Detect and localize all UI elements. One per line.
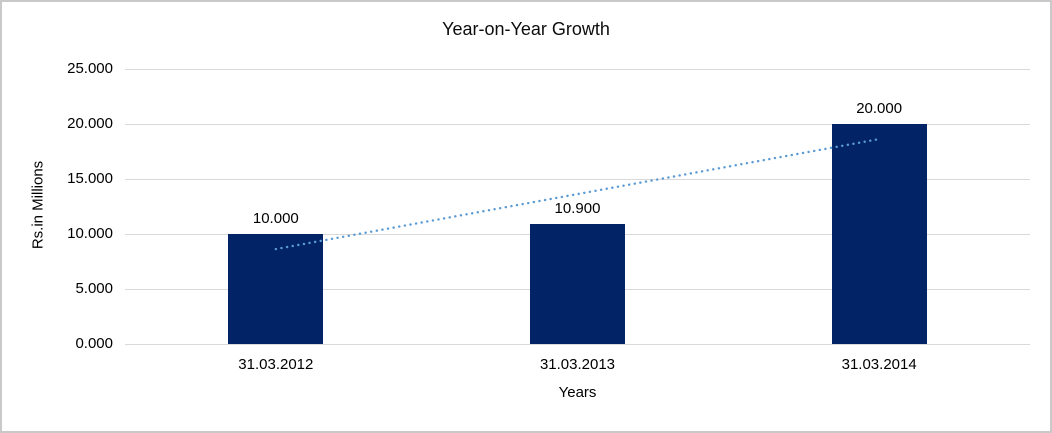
gridline [125, 123, 1030, 125]
x-tick-label: 31.03.2012 [238, 356, 314, 373]
gridline [125, 178, 1030, 180]
gridline [125, 68, 1030, 70]
y-tick-label: 25.000 [67, 60, 113, 77]
bar [831, 124, 927, 344]
y-tick-label: 20.000 [67, 115, 113, 132]
plot-area: 10.000 10.900 20.000 [125, 68, 1030, 345]
bar [530, 224, 625, 344]
x-axis-title: Years [558, 384, 597, 401]
chart-title: Year-on-Year Growth [442, 19, 610, 39]
y-tick-label: 15.000 [67, 170, 113, 187]
bar-value-label: 10.000 [252, 210, 299, 227]
y-tick-label: 10.000 [67, 225, 113, 242]
x-tick-label: 31.03.2014 [841, 356, 917, 373]
bar [228, 234, 324, 344]
bar-value-label: 20.000 [856, 100, 903, 117]
y-tick-label: 0.000 [75, 335, 113, 352]
x-tick-label: 31.03.2013 [539, 356, 616, 373]
bar-value-label: 10.900 [554, 200, 601, 218]
gridline [125, 343, 1030, 345]
trendline [274, 137, 881, 251]
y-tick-label: 5.000 [75, 280, 113, 297]
